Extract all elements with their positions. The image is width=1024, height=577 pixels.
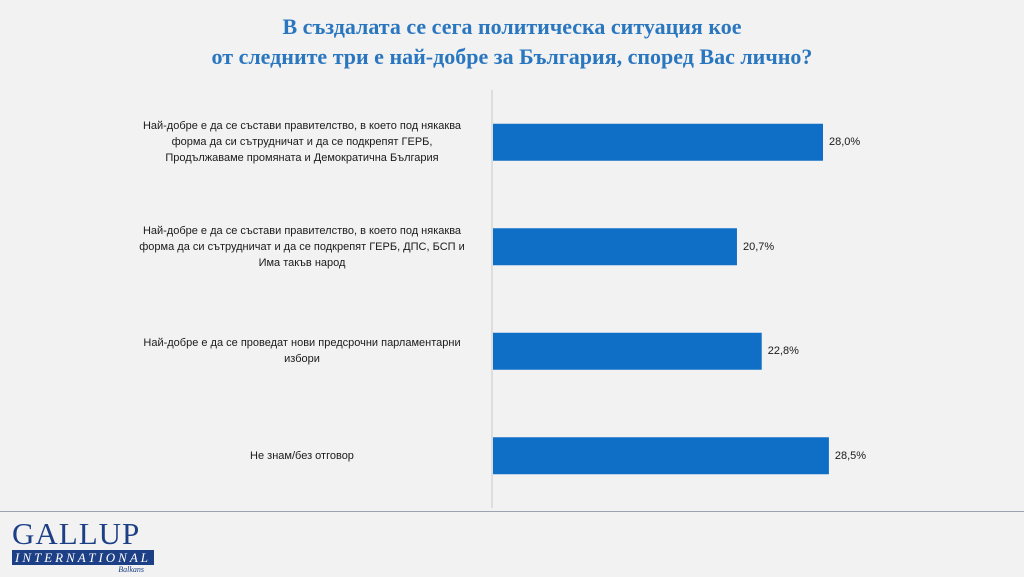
category-label-3: Най-добре е да се проведат нови предсроч… — [122, 335, 482, 367]
category-label-2-line-1: Най-добре е да се състави правителство, … — [142, 224, 462, 237]
category-label-1-line-1: Най-добре е да се състави правителство, … — [142, 120, 462, 133]
category-label-3-line-1: Най-добре е да се проведат нови предсроч… — [143, 337, 461, 350]
value-label-4: 28,5% — [834, 449, 867, 462]
chart-title-line-1: В създалата се сега политическа ситуация… — [282, 14, 742, 39]
category-label-2-line-2: форма да си сътрудничат и да се подкрепя… — [139, 240, 465, 253]
category-label-4: Не знам/без отговор — [122, 448, 482, 464]
footer-divider — [0, 511, 1024, 512]
category-label-1-line-3: Продължаваме промяната и Демократична Бъ… — [165, 152, 439, 165]
category-label-4-line-1: Не знам/без отговор — [250, 449, 354, 462]
value-label-3: 22,8% — [767, 345, 799, 358]
logo-gallup-text: GALLUP — [12, 516, 141, 551]
bar-1 — [493, 123, 823, 161]
chart-title-line-2: от следните три е най-добре за България,… — [211, 44, 813, 69]
category-label-2-line-3: Има такъв народ — [258, 256, 346, 269]
bar-4 — [493, 437, 829, 475]
value-label-1: 28,0% — [829, 136, 861, 149]
bar-3 — [493, 332, 762, 370]
value-label-2: 20,7% — [742, 240, 775, 253]
logo-balkans-text: Balkans — [118, 565, 144, 574]
category-label-1: Най-добре е да се състави правителство, … — [122, 118, 482, 166]
logo-international-text: INTERNATIONAL — [12, 550, 154, 565]
chart-title: В създалата се сега политическа ситуация… — [0, 12, 1024, 72]
bar-2 — [493, 228, 737, 266]
category-label-1-line-2: форма да си сътрудничат и да се подкрепя… — [171, 136, 433, 149]
category-label-3-line-2: избори — [284, 353, 320, 366]
gallup-logo: GALLUP INTERNATIONAL Balkans — [12, 516, 154, 575]
category-label-2: Най-добре е да се състави правителство, … — [122, 223, 482, 271]
